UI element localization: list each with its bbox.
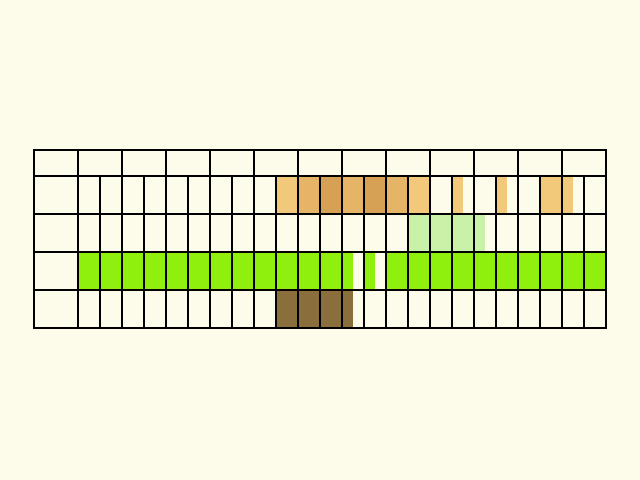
imago-band-2: [298, 177, 320, 213]
imago-band-9: [496, 177, 507, 213]
imago-band-3: [320, 177, 342, 213]
imago-band-8: [452, 177, 463, 213]
imago-band-4: [342, 177, 364, 213]
imago-band-1: [276, 177, 298, 213]
larva-band-1: [78, 253, 353, 289]
imago-band-6: [386, 177, 408, 213]
imago-band-10: [540, 177, 573, 213]
imago-band-7: [408, 177, 430, 213]
larva-band-2: [364, 253, 375, 289]
imago-band-5: [364, 177, 386, 213]
pupa-band-1: [276, 291, 353, 327]
grid-lines: [33, 149, 607, 329]
ova-band-1: [408, 215, 485, 251]
